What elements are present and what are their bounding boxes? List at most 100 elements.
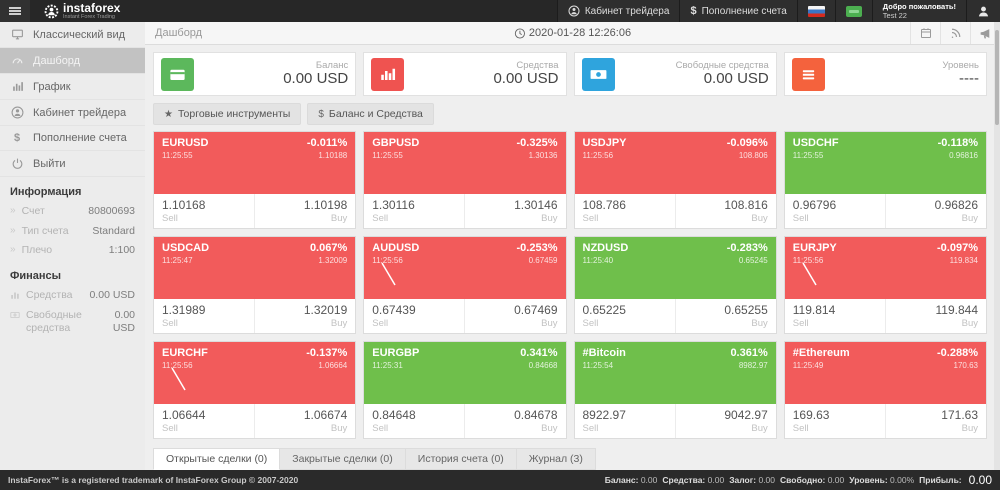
language-selector[interactable] bbox=[796, 0, 835, 22]
sell-button[interactable]: 119.814 Sell bbox=[785, 299, 885, 333]
tab-open-trades[interactable]: Открытые сделки (0) bbox=[153, 448, 281, 470]
sidebar-item-chart[interactable]: График bbox=[0, 74, 145, 100]
news-feed-button[interactable] bbox=[940, 22, 970, 44]
tile-eurchf[interactable]: EURCHF 11:25:56 -0.137% 1.06664 1.06644 Sel… bbox=[153, 341, 357, 439]
sidebar-item-logout[interactable]: Выйти bbox=[0, 151, 145, 177]
sell-button[interactable]: 8922.97 Sell bbox=[575, 404, 675, 438]
last-price: 119.834 bbox=[949, 256, 978, 266]
quick-deposit-button[interactable] bbox=[834, 0, 872, 22]
brand-logo[interactable]: instaforex Instant Forex Trading bbox=[30, 0, 120, 22]
sell-button[interactable]: 169.63 Sell bbox=[785, 404, 885, 438]
tile-eurgbp[interactable]: EURGBP 11:25:31 0.341% 0.84668 0.84648 Sell… bbox=[363, 341, 567, 439]
sell-button[interactable]: 0.96796 Sell bbox=[785, 194, 885, 228]
sidebar-item-classic-view[interactable]: Классический вид bbox=[0, 22, 145, 48]
tab-closed-trades[interactable]: Закрытые сделки (0) bbox=[280, 448, 406, 470]
tile-header: USDCHF 11:25:55 -0.118% 0.96816 bbox=[784, 132, 986, 194]
sidebar-item-deposit[interactable]: $ Пополнение счета bbox=[0, 126, 145, 151]
sidebar-item-dashboard[interactable]: Дашборд bbox=[0, 48, 145, 74]
buy-button[interactable]: 0.67469 Buy bbox=[464, 299, 565, 333]
trader-room-button[interactable]: Кабинет трейдера bbox=[556, 0, 680, 22]
credit-card-icon bbox=[161, 57, 194, 91]
buy-button[interactable]: 0.84678 Buy bbox=[464, 404, 565, 438]
tile-usdchf[interactable]: USDCHF 11:25:55 -0.118% 0.96816 0.96796 Sel… bbox=[783, 131, 987, 229]
quote-time: 11:25:31 bbox=[372, 361, 403, 371]
buy-button[interactable]: 108.816 Buy bbox=[674, 194, 776, 228]
last-price: 0.65245 bbox=[738, 256, 768, 266]
buy-label: Buy bbox=[751, 317, 768, 329]
sell-button[interactable]: 0.65225 Sell bbox=[575, 299, 675, 333]
stat-value: 0.00 USD bbox=[493, 69, 559, 87]
buy-button[interactable]: 1.06674 Buy bbox=[254, 404, 355, 438]
sell-button[interactable]: 0.84648 Sell bbox=[364, 404, 464, 438]
sell-button[interactable]: 1.06644 Sell bbox=[154, 404, 254, 438]
last-price: 1.30136 bbox=[528, 151, 558, 161]
sell-price: 1.06644 bbox=[162, 408, 206, 423]
deposit-button[interactable]: $ Пополнение счета bbox=[679, 0, 797, 22]
tile-audusd[interactable]: AUDUSD 11:25:56 -0.253% 0.67459 0.67439 Sel… bbox=[363, 236, 567, 334]
scrollbar-thumb[interactable] bbox=[995, 30, 999, 125]
dollar-icon: $ bbox=[13, 132, 21, 144]
tile-ethereum[interactable]: #Ethereum 11:25:49 -0.288% 170.63 169.63 Se… bbox=[783, 341, 987, 439]
pagebar-icons bbox=[910, 22, 1000, 44]
buy-button[interactable]: 0.96826 Buy bbox=[884, 194, 986, 228]
tile-gbpusd[interactable]: GBPUSD 11:25:55 -0.325% 1.30136 1.30116 Sel… bbox=[363, 131, 567, 229]
buy-button[interactable]: 1.30146 Buy bbox=[464, 194, 565, 228]
tab-journal[interactable]: Журнал (3) bbox=[516, 448, 596, 470]
finance-label: Свободные средства bbox=[26, 308, 82, 335]
page-bar: Дашборд 2020-01-28 12:26:06 bbox=[145, 22, 1000, 45]
tile-eurusd[interactable]: EURUSD 11:25:55 -0.011% 1.10188 1.10168 Sel… bbox=[153, 131, 357, 229]
tile-eurjpy[interactable]: EURJPY 11:25:56 -0.097% 119.834 119.814 Sel… bbox=[783, 236, 987, 334]
tile-bitcoin[interactable]: #Bitcoin 11:25:54 0.361% 8982.97 8922.97 Se… bbox=[573, 341, 777, 439]
menu-toggle-button[interactable] bbox=[0, 0, 30, 22]
banknote-icon bbox=[581, 57, 615, 91]
tile-usdcad[interactable]: USDCAD 11:25:47 0.067% 1.32009 1.31989 Sell… bbox=[153, 236, 357, 334]
sell-button[interactable]: 1.10168 Sell bbox=[154, 194, 254, 228]
buy-price: 171.63 bbox=[941, 408, 978, 423]
sell-button[interactable]: 1.30116 Sell bbox=[364, 194, 464, 228]
buy-button[interactable]: 1.10198 Buy bbox=[254, 194, 355, 228]
rss-icon bbox=[951, 28, 960, 38]
buy-button[interactable]: 171.63 Buy bbox=[884, 404, 986, 438]
info-row-account: » Счет 80800693 bbox=[0, 202, 145, 222]
stat-cards: Баланс 0.00 USD Средства 0.00 USD Свободны… bbox=[153, 52, 987, 96]
change-percent: -0.325% bbox=[516, 137, 558, 149]
sell-price: 1.31989 bbox=[162, 303, 206, 318]
buy-button[interactable]: 9042.97 Buy bbox=[674, 404, 776, 438]
quote-time: 11:25:47 bbox=[162, 256, 193, 266]
stat-card-balance: Баланс 0.00 USD bbox=[153, 52, 357, 96]
symbol: GBPUSD bbox=[372, 137, 420, 149]
buy-button[interactable]: 1.32019 Buy bbox=[254, 299, 355, 333]
buy-price: 0.84678 bbox=[514, 408, 558, 423]
tab-account-history[interactable]: История счета (0) bbox=[405, 448, 517, 470]
balance-funds-button[interactable]: $ Баланс и Средства bbox=[307, 103, 434, 125]
calendar-button[interactable] bbox=[910, 22, 940, 44]
buy-label: Buy bbox=[961, 212, 978, 224]
announcements-button[interactable] bbox=[970, 22, 1000, 44]
buy-button[interactable]: 0.65255 Buy bbox=[674, 299, 776, 333]
sidebar-item-label: Выйти bbox=[33, 157, 66, 170]
sell-button[interactable]: 0.67439 Sell bbox=[364, 299, 464, 333]
tile-header: #Ethereum 11:25:49 -0.288% 170.63 bbox=[784, 342, 986, 404]
status-bar: InstaForex™ is a registered trademark of… bbox=[0, 470, 1000, 490]
server-time: 2020-01-28 12:26:06 bbox=[514, 27, 631, 39]
russian-flag-icon bbox=[807, 5, 825, 17]
sell-label: Sell bbox=[162, 212, 178, 224]
symbol: EURJPY bbox=[792, 242, 837, 254]
tile-usdjpy[interactable]: USDJPY 11:25:56 -0.096% 108.806 108.786 Sel… bbox=[573, 131, 777, 229]
bar-chart-icon bbox=[10, 80, 24, 93]
trades-tabs: Открытые сделки (0) Закрытые сделки (0) … bbox=[145, 448, 1000, 470]
profile-button[interactable] bbox=[966, 0, 1000, 22]
stat-value: ---- bbox=[959, 69, 979, 87]
sidebar-item-trader-room[interactable]: Кабинет трейдера bbox=[0, 100, 145, 126]
buy-button[interactable]: 119.844 Buy bbox=[884, 299, 986, 333]
sell-button[interactable]: 1.31989 Sell bbox=[154, 299, 254, 333]
hamburger-icon bbox=[9, 7, 21, 15]
sell-button[interactable]: 108.786 Sell bbox=[575, 194, 675, 228]
trading-instruments-button[interactable]: ★ Торговые инструменты bbox=[153, 103, 302, 125]
finance-value: 0.00 USD bbox=[112, 308, 135, 335]
buy-price: 1.06674 bbox=[303, 408, 348, 423]
vertical-scrollbar[interactable] bbox=[994, 22, 1000, 470]
sidebar-item-label: График bbox=[33, 80, 71, 93]
tile-nzdusd[interactable]: NZDUSD 11:25:40 -0.283% 0.65245 0.65225 Sel… bbox=[573, 236, 777, 334]
sidebar-item-label: Пополнение счета bbox=[33, 132, 127, 144]
